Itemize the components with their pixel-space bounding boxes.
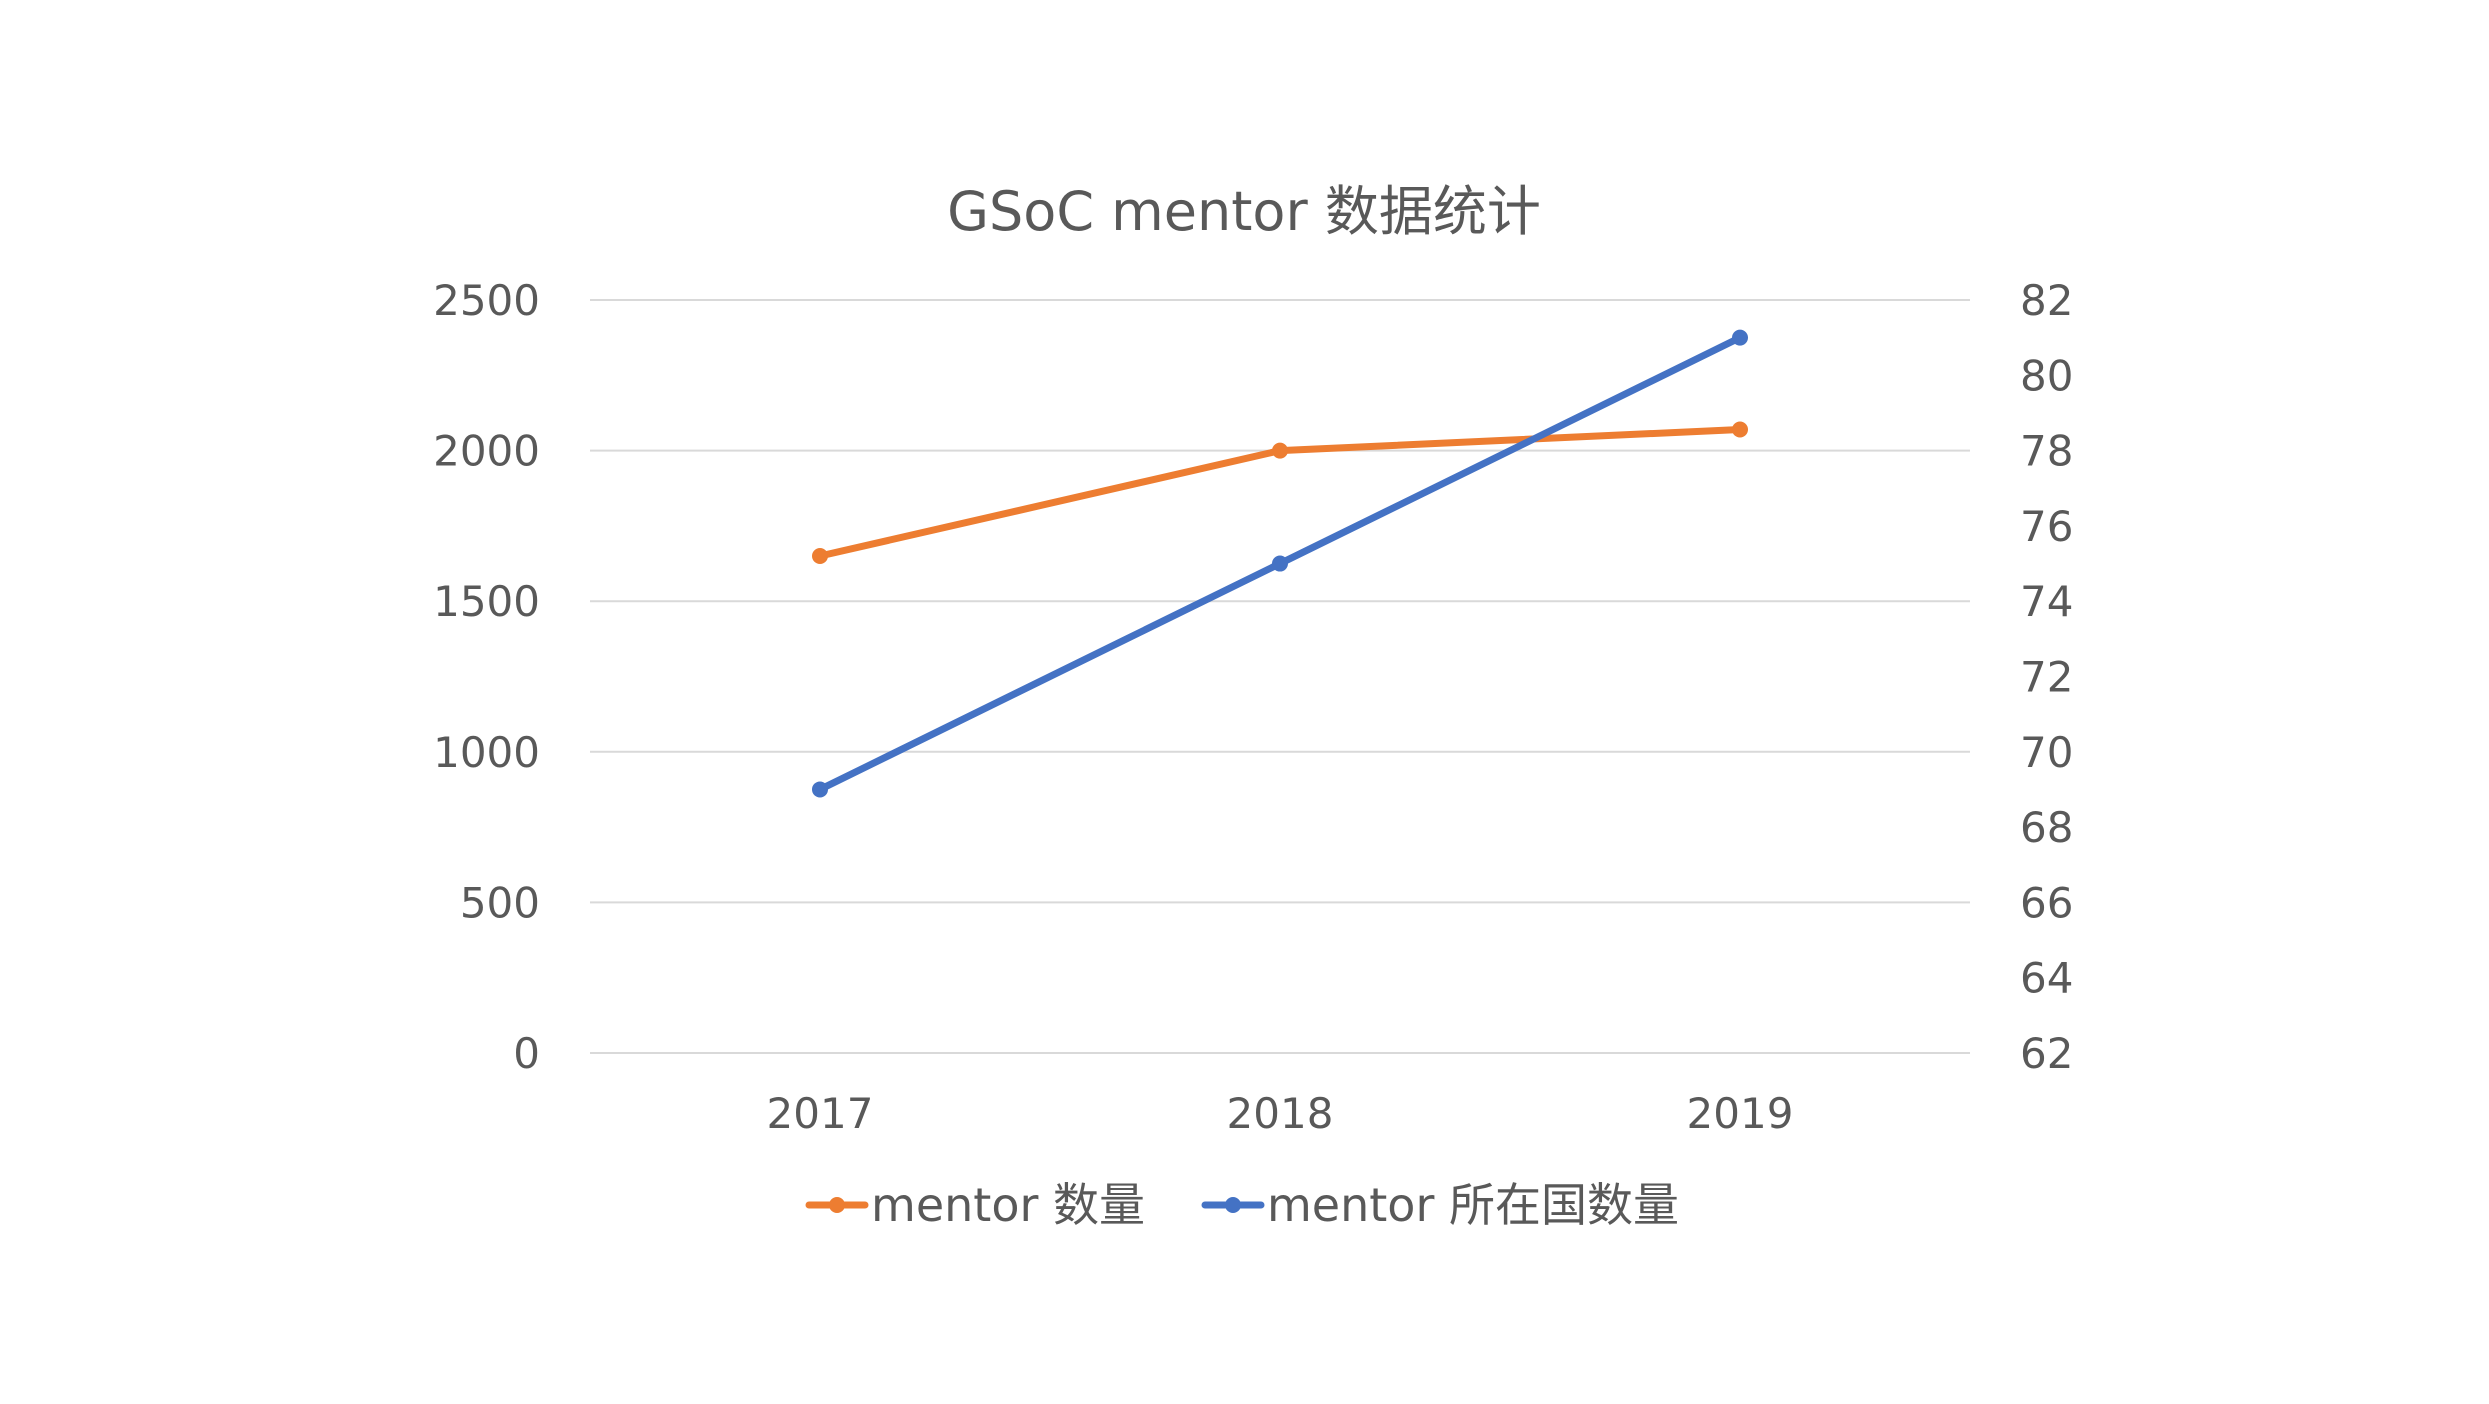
left-tick-label: 1000 — [433, 728, 540, 777]
right-tick-label: 78 — [2020, 427, 2073, 476]
legend-label: mentor 所在国数量 — [1267, 1178, 1679, 1232]
series-1 — [812, 329, 1748, 798]
x-tick-label: 2017 — [767, 1089, 874, 1138]
right-tick-label: 76 — [2020, 502, 2073, 551]
right-tick-label: 70 — [2020, 728, 2073, 777]
right-tick-label: 82 — [2020, 276, 2073, 325]
data-point — [812, 781, 828, 798]
right-tick-label: 64 — [2020, 954, 2073, 1003]
left-tick-label: 0 — [513, 1029, 540, 1078]
left-y-axis: 0 500 1000 1500 2000 2500 — [433, 276, 540, 1078]
right-tick-label: 62 — [2020, 1029, 2073, 1078]
data-point — [1272, 442, 1288, 459]
x-tick-label: 2018 — [1227, 1089, 1334, 1138]
data-point — [1732, 421, 1748, 438]
right-tick-label: 74 — [2020, 577, 2073, 626]
legend-item: mentor 数量 — [805, 1178, 1145, 1232]
legend-swatch-marker — [1225, 1197, 1241, 1213]
right-tick-label: 72 — [2020, 653, 2073, 702]
chart-title: GSoC mentor 数据统计 — [947, 180, 1541, 243]
legend-label: mentor 数量 — [871, 1178, 1145, 1232]
legend-swatch-marker — [829, 1197, 846, 1213]
left-tick-label: 500 — [460, 878, 540, 927]
right-tick-label: 80 — [2020, 351, 2073, 400]
legend: mentor 数量 mentor 所在国数量 — [805, 1178, 1679, 1232]
x-axis: 2017 2018 2019 — [767, 1089, 1794, 1138]
data-point — [1272, 555, 1288, 572]
left-tick-label: 2000 — [433, 427, 540, 476]
data-point — [812, 548, 828, 565]
gridlines — [590, 299, 1970, 1054]
x-tick-label: 2019 — [1687, 1089, 1794, 1138]
series-0 — [812, 421, 1748, 565]
left-tick-label: 1500 — [433, 577, 540, 626]
legend-item: mentor 所在国数量 — [1201, 1178, 1679, 1232]
right-tick-label: 66 — [2020, 878, 2073, 927]
left-tick-label: 2500 — [433, 276, 540, 325]
right-tick-label: 68 — [2020, 803, 2073, 852]
series-lines — [812, 329, 1748, 798]
right-y-axis: 62 64 66 68 70 72 74 76 78 80 82 — [2020, 276, 2073, 1078]
data-point — [1732, 329, 1748, 346]
